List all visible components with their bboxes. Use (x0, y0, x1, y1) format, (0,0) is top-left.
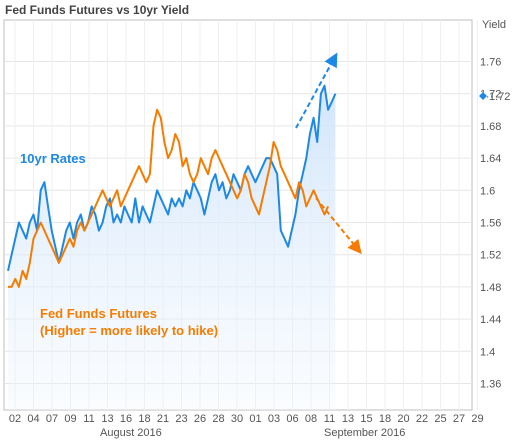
x-tick-label: 26 (194, 413, 206, 425)
x-tick-label: 18 (138, 413, 150, 425)
x-tick-label: 03 (268, 413, 280, 425)
y-tick-label: 1.44 (480, 314, 501, 326)
y-tick-label: 1.52 (480, 250, 501, 262)
down-trend-arrow (315, 197, 362, 255)
x-tick-label: 25 (434, 413, 446, 425)
current-value-label: 1.72 (489, 91, 510, 103)
y-tick-label: 1.36 (480, 379, 501, 391)
x-tick-label: 18 (379, 413, 391, 425)
ffutures-annotation-line1: Fed Funds Futures (40, 306, 157, 321)
x-tick-label: 20 (397, 413, 409, 425)
month-label-september: September 2016 (324, 427, 405, 439)
ten-year-area (8, 85, 336, 410)
x-tick-label: 13 (101, 413, 113, 425)
y-tick-label: 1.4 (480, 346, 495, 358)
y-tick-label: 1.64 (480, 153, 501, 165)
y-tick-label: 1.6 (480, 185, 495, 197)
chart-title: Fed Funds Futures vs 10yr Yield (5, 3, 190, 17)
series-fill (8, 85, 336, 410)
x-tick-label: 09 (64, 413, 76, 425)
ffutures-line (8, 108, 330, 288)
series-lines (7, 84, 337, 288)
x-tick-label: 13 (342, 413, 354, 425)
x-tick-label: 29 (471, 413, 483, 425)
x-tick-label: 02 (9, 413, 21, 425)
x-tick-label: 11 (83, 413, 94, 425)
x-tick-label: 01 (249, 413, 261, 425)
x-axis-ticks: 02 04 07 09 11 13 16 18 21 23 26 28 30 01 03 06 08 11 13 15… (9, 413, 484, 425)
ten-year-annotation: 10yr Rates (20, 151, 86, 166)
x-tick-label: 28 (212, 413, 224, 425)
y-tick-label: 1.48 (480, 282, 501, 294)
y-tick-label: 1.68 (480, 121, 501, 133)
month-label-august: August 2016 (100, 427, 162, 439)
x-tick-label: 21 (157, 413, 169, 425)
x-tick-label: 22 (416, 413, 428, 425)
x-tick-label: 16 (120, 413, 132, 425)
ffutures-annotation-line2: (Higher = more likely to hike) (40, 323, 218, 338)
x-tick-label: 04 (27, 413, 39, 425)
up-trend-arrow (295, 52, 338, 129)
x-tick-label: 08 (305, 413, 317, 425)
x-tick-label: 07 (46, 413, 58, 425)
y-tick-label: 1.72 (480, 89, 501, 101)
x-tick-label: 30 (231, 413, 243, 425)
x-tick-label: 27 (453, 413, 465, 425)
x-tick-label: 11 (324, 413, 335, 425)
y-tick-label: 1.76 (480, 57, 501, 69)
current-value-marker (479, 92, 487, 100)
x-tick-label: 15 (360, 413, 372, 425)
x-tick-label: 06 (286, 413, 298, 425)
x-tick-label: 23 (175, 413, 187, 425)
y-tick-label: 1.56 (480, 218, 501, 230)
y-axis-ticks: 1.36 1.4 1.44 1.48 1.52 1.56 1.6 1.64 1.68 1.72 1.… (480, 57, 501, 391)
ten-year-line (7, 84, 337, 272)
y-axis-label: Yield (482, 19, 506, 31)
